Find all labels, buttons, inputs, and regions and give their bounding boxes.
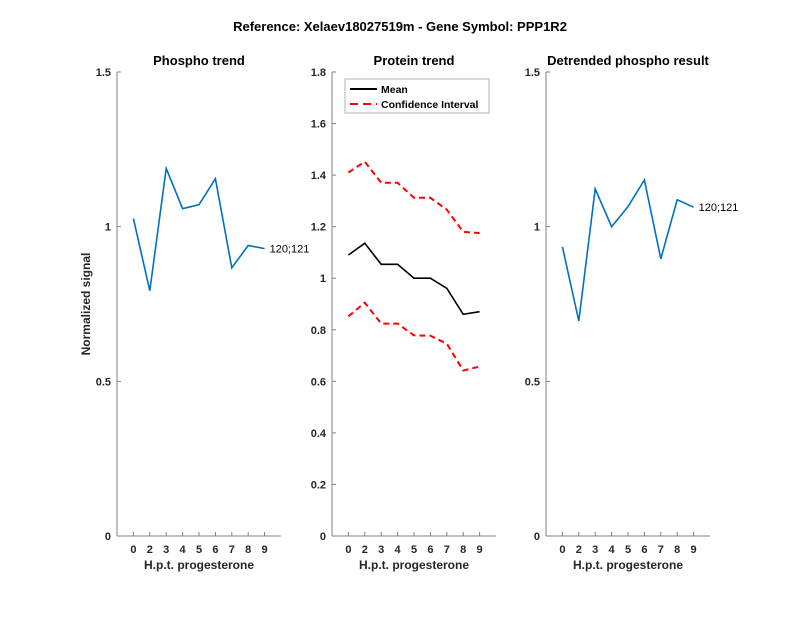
series-line-confidence-interval-upper — [347, 160, 480, 235]
x-tick-label: 2 — [147, 544, 153, 556]
x-tick-label: 2 — [362, 544, 368, 556]
x-tick-label: 7 — [229, 544, 235, 556]
legend-box — [344, 78, 490, 114]
x-tick-label: 7 — [444, 544, 450, 556]
x-tick-label: 7 — [658, 544, 664, 556]
x-axis-label: H.p.t. progesterone — [573, 558, 683, 572]
y-tick-label: 0.6 — [311, 376, 326, 388]
series-line-confidence-interval-lower — [347, 301, 480, 372]
legend-label: Confidence Interval — [381, 99, 479, 111]
y-tick-label: 1.5 — [525, 67, 540, 79]
x-axis-label: H.p.t. progesterone — [144, 558, 254, 572]
series-line-120-121 — [561, 177, 694, 322]
panel-title: Protein trend — [374, 53, 455, 68]
figure-title: Reference: Xelaev18027519m - Gene Symbol… — [233, 19, 567, 34]
y-tick-label: 0.5 — [96, 376, 111, 388]
legend-label: Mean — [381, 84, 408, 96]
y-tick-label: 1.8 — [311, 67, 326, 79]
x-tick-label: 5 — [625, 544, 631, 556]
y-tick-label: 0.5 — [525, 376, 540, 388]
x-tick-label: 8 — [674, 544, 680, 556]
y-tick-label: 0 — [320, 531, 326, 543]
panel-title: Phospho trend — [153, 53, 245, 68]
y-tick-label: 0 — [534, 531, 540, 543]
x-axis-label: H.p.t. progesterone — [359, 558, 469, 572]
x-tick-label: 4 — [180, 544, 187, 556]
x-tick-label: 6 — [641, 544, 647, 556]
legend: Mean Confidence Interval — [344, 78, 490, 114]
y-tick-label: 1.6 — [311, 119, 326, 131]
series-end-label: 120;121 — [699, 202, 739, 214]
x-tick-label: 5 — [196, 544, 202, 556]
x-tick-label: 4 — [609, 544, 616, 556]
series-end-label: 120;121 — [270, 244, 310, 256]
x-tick-label: 3 — [378, 544, 384, 556]
chart-panel-2: Protein trend 0 0.2 0.4 0.6 0.8 1 1.2 1.4 1.6 1.8 0… — [311, 53, 496, 572]
x-tick-label: 9 — [477, 544, 483, 556]
x-tick-label: 0 — [559, 544, 565, 556]
x-tick-label: 8 — [460, 544, 466, 556]
y-axis-label: Normalized signal — [79, 253, 93, 356]
y-tick-label: 1 — [534, 222, 540, 234]
x-tick-label: 6 — [427, 544, 433, 556]
x-tick-label: 2 — [576, 544, 582, 556]
y-tick-label: 1 — [320, 273, 326, 285]
x-tick-label: 4 — [395, 544, 402, 556]
x-tick-label: 0 — [130, 544, 136, 556]
y-tick-label: 1.5 — [96, 67, 111, 79]
x-tick-label: 3 — [592, 544, 598, 556]
x-tick-label: 8 — [245, 544, 251, 556]
x-tick-label: 9 — [262, 544, 268, 556]
y-tick-label: 0.4 — [311, 428, 327, 440]
series-line-mean — [347, 242, 480, 316]
x-tick-label: 5 — [411, 544, 417, 556]
y-tick-label: 1.2 — [311, 222, 326, 234]
x-tick-label: 6 — [212, 544, 218, 556]
x-tick-label: 3 — [163, 544, 169, 556]
x-tick-label: 9 — [691, 544, 697, 556]
y-tick-label: 0.8 — [311, 325, 326, 337]
y-tick-label: 1.4 — [311, 170, 327, 182]
series-line-120-121 — [132, 165, 265, 291]
panel-title: Detrended phospho result — [547, 53, 709, 68]
y-tick-label: 1 — [105, 222, 111, 234]
y-tick-label: 0.2 — [311, 479, 326, 491]
x-tick-label: 0 — [345, 544, 351, 556]
y-tick-label: 0 — [105, 531, 111, 543]
